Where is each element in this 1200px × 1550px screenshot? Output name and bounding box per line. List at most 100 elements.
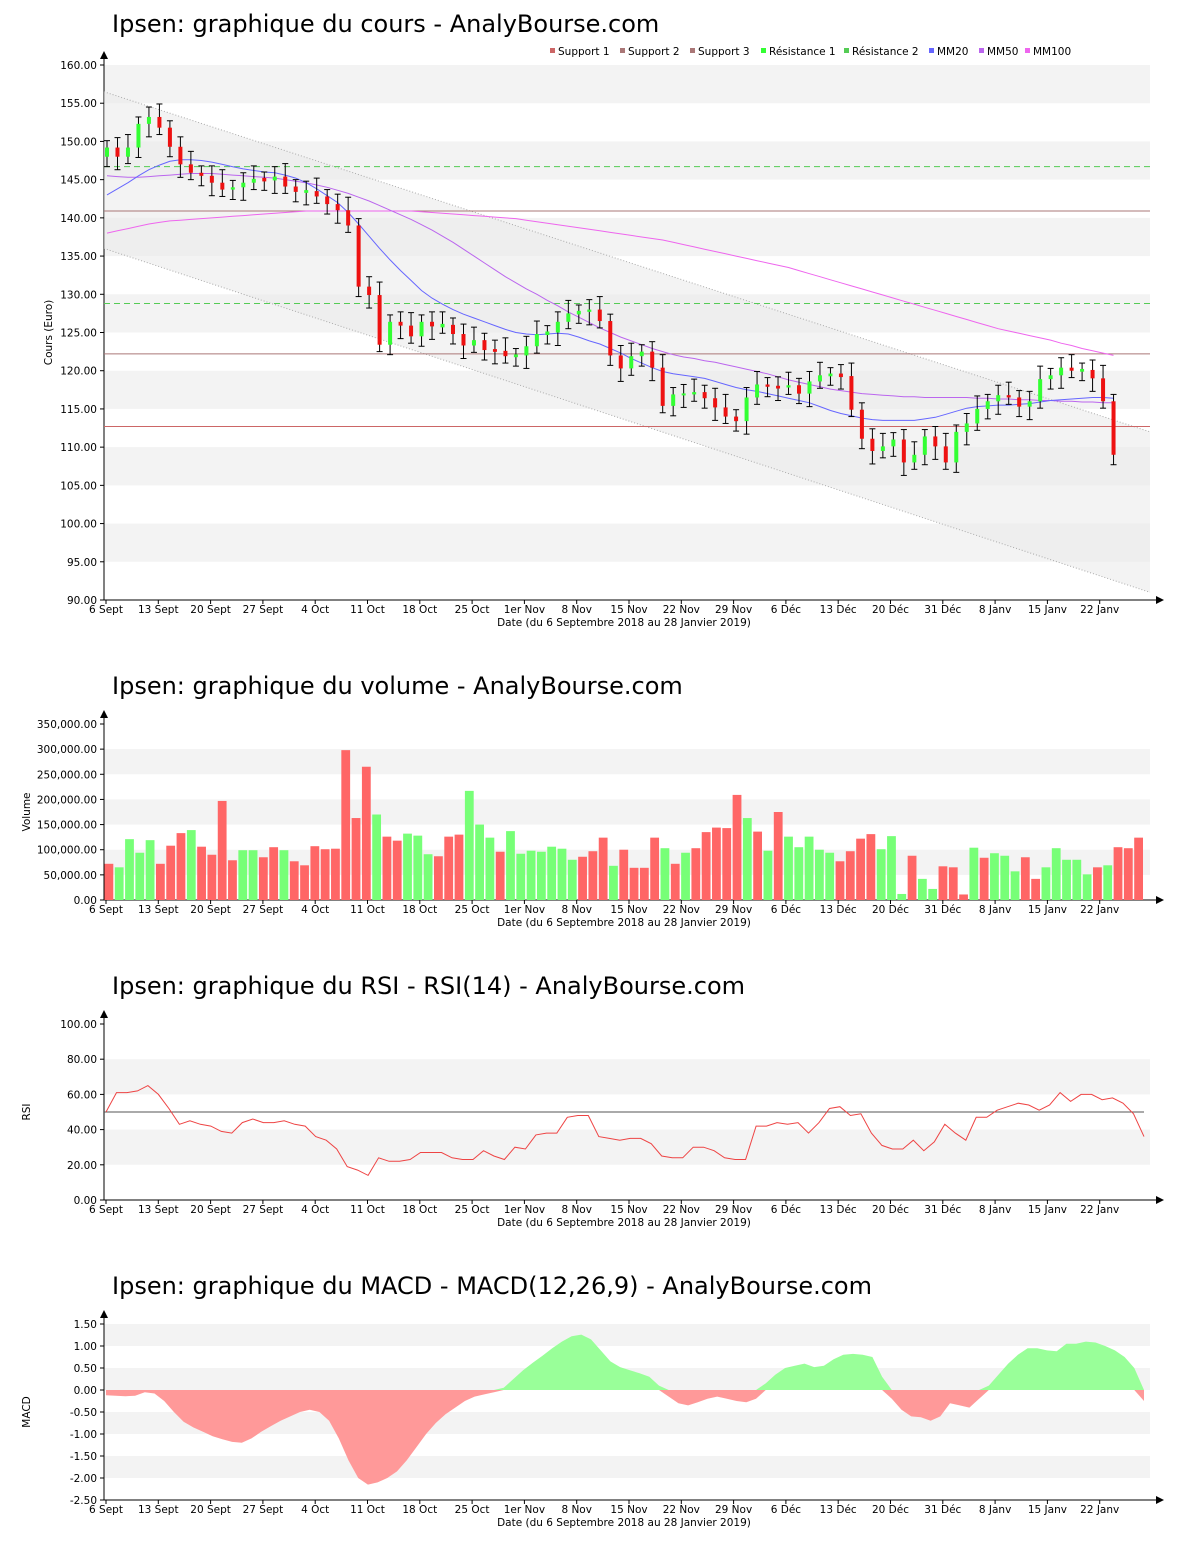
volume-bar <box>773 812 783 900</box>
candle-body <box>817 375 822 382</box>
volume-bar <box>125 839 134 900</box>
volume-bar <box>176 833 186 900</box>
volume-bar <box>331 848 340 900</box>
volume-bar <box>814 849 824 900</box>
candle-body <box>398 321 403 326</box>
x-tick-label: 1er Nov <box>504 904 545 916</box>
candle-body <box>409 325 414 337</box>
x-tick-label: 29 Nov <box>715 904 752 916</box>
x-tick-label: 11 Oct <box>350 1504 385 1516</box>
volume-bar <box>464 790 474 900</box>
volume-bar <box>1000 855 1010 900</box>
x-axis-label: Date (du 6 Septembre 2018 au 28 Janvier … <box>497 1517 751 1529</box>
candle-body <box>199 172 204 176</box>
trend-channel <box>104 91 1150 593</box>
candle-body <box>356 225 361 287</box>
x-tick-label: 18 Oct <box>402 904 437 916</box>
x-tick-label: 22 Janv <box>1080 1504 1119 1516</box>
volume-bar <box>166 845 176 900</box>
volume-bar <box>567 859 577 900</box>
candle-body <box>388 321 393 345</box>
candle-body <box>996 395 1001 402</box>
candle-body <box>283 176 288 187</box>
candle-body <box>440 323 445 328</box>
volume-bar <box>372 814 382 900</box>
candle-body <box>1059 367 1064 376</box>
y-tick-label: -2.50 <box>70 1495 97 1507</box>
volume-bar <box>320 849 330 900</box>
candle-body <box>377 295 382 345</box>
y-tick-label: 110.00 <box>60 442 97 454</box>
candle-body <box>859 409 864 439</box>
candle-body <box>975 408 980 424</box>
x-tick-label: 22 Nov <box>663 1204 700 1216</box>
x-tick-label: 13 Déc <box>820 1504 857 1516</box>
volume-bar <box>1113 847 1123 900</box>
candle-body <box>241 182 246 188</box>
legend-label: MM50 <box>987 46 1018 58</box>
x-axis-label: Date (du 6 Septembre 2018 au 28 Janvier … <box>497 917 751 929</box>
grid-band <box>104 749 1150 775</box>
candle-body <box>671 394 676 406</box>
y-tick-label: 115.00 <box>60 404 97 416</box>
candle-body <box>419 321 424 337</box>
y-tick-label: 0.00 <box>74 895 97 907</box>
candle-body <box>262 177 267 182</box>
x-tick-label: 20 Sept <box>190 904 231 916</box>
rsi-chart: 0.00 20.00 40.00 60.00 80.00 100.00 6 Sept 13 S… <box>21 1010 1164 1229</box>
volume-bar <box>269 847 279 900</box>
volume-bar <box>712 827 721 900</box>
legend-swatch <box>620 48 625 53</box>
volume-bar <box>897 893 907 900</box>
volume-bar <box>1123 848 1133 900</box>
legend-swatch <box>761 48 766 53</box>
x-tick-label: 31 Déc <box>924 1204 961 1216</box>
candle-body <box>702 392 707 399</box>
y-tick-label: 135.00 <box>60 251 97 263</box>
y-tick-label: 20.00 <box>67 1160 97 1172</box>
x-tick-label: 27 Sept <box>243 1504 284 1516</box>
volume-bar <box>691 848 701 900</box>
candle-body <box>503 350 508 357</box>
macd-positive-area <box>106 1334 1144 1390</box>
y-tick-label: -2.00 <box>70 1473 97 1485</box>
candle-body <box>1111 401 1116 455</box>
volume-bar <box>248 850 258 900</box>
candle-body <box>723 407 728 417</box>
y-axis-label: Cours (Euro) <box>43 300 55 366</box>
rsi-chart-title: Ipsen: graphique du RSI - RSI(14) - Anal… <box>112 972 746 1000</box>
candle-body <box>534 334 539 347</box>
volume-bar <box>258 857 268 900</box>
legend-label: Résistance 2 <box>852 46 919 58</box>
x-tick-label: 4 Oct <box>301 1504 329 1516</box>
candle-body <box>1027 401 1032 407</box>
candle-body <box>251 178 256 183</box>
volume-bar <box>361 766 371 900</box>
x-tick-label: 18 Oct <box>402 1204 437 1216</box>
volume-bar <box>135 852 145 900</box>
y-tick-label: -1.50 <box>70 1451 97 1463</box>
candle-body <box>451 324 455 335</box>
volume-bar <box>681 852 690 900</box>
x-tick-label: 11 Oct <box>350 1204 385 1216</box>
y-tick-label: 155.00 <box>60 98 97 110</box>
candle-body <box>346 210 351 226</box>
x-tick-label: 22 Janv <box>1080 904 1119 916</box>
volume-bar <box>887 836 896 900</box>
x-tick-label: 8 Janv <box>979 1504 1011 1516</box>
candle-body <box>1080 368 1085 372</box>
price-chart-panel: Ipsen: graphique du cours - AnalyBourse.… <box>0 0 1200 640</box>
x-tick-label: 8 Janv <box>979 904 1011 916</box>
x-tick-label: 4 Oct <box>301 604 329 616</box>
candle-body <box>838 373 843 378</box>
x-axis-arrow <box>1156 1496 1164 1504</box>
volume-bar <box>228 860 237 900</box>
legend-swatch <box>844 48 849 53</box>
x-tick-label: 4 Oct <box>301 1204 329 1216</box>
x-tick-label: 1er Nov <box>504 1504 545 1516</box>
macd-negative-area <box>106 1390 1144 1485</box>
volume-bar <box>495 851 505 900</box>
grid-band <box>104 1324 1150 1346</box>
x-axis-arrow <box>1156 596 1164 604</box>
x-tick-label: 25 Oct <box>455 1204 490 1216</box>
